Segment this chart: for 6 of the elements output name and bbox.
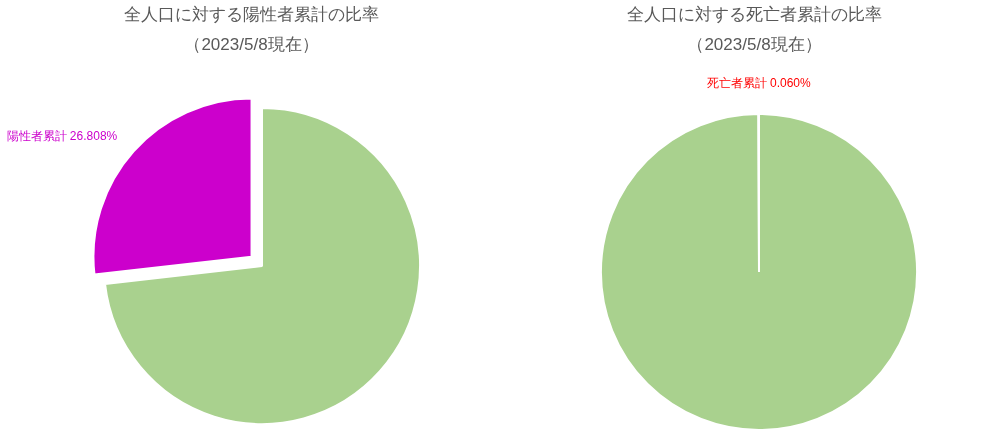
chart-subtitle: （2023/5/8現在） [686,34,823,56]
chart-title: 全人口に対する死亡者累計の比率 [626,4,883,26]
slice-label: 死亡者累計 0.060% [706,76,811,91]
chart-subtitle: （2023/5/8現在） [183,34,320,56]
slice-label: 陽性者累計 26.808% [6,129,118,144]
chart-title: 全人口に対する陽性者累計の比率 [123,4,380,26]
